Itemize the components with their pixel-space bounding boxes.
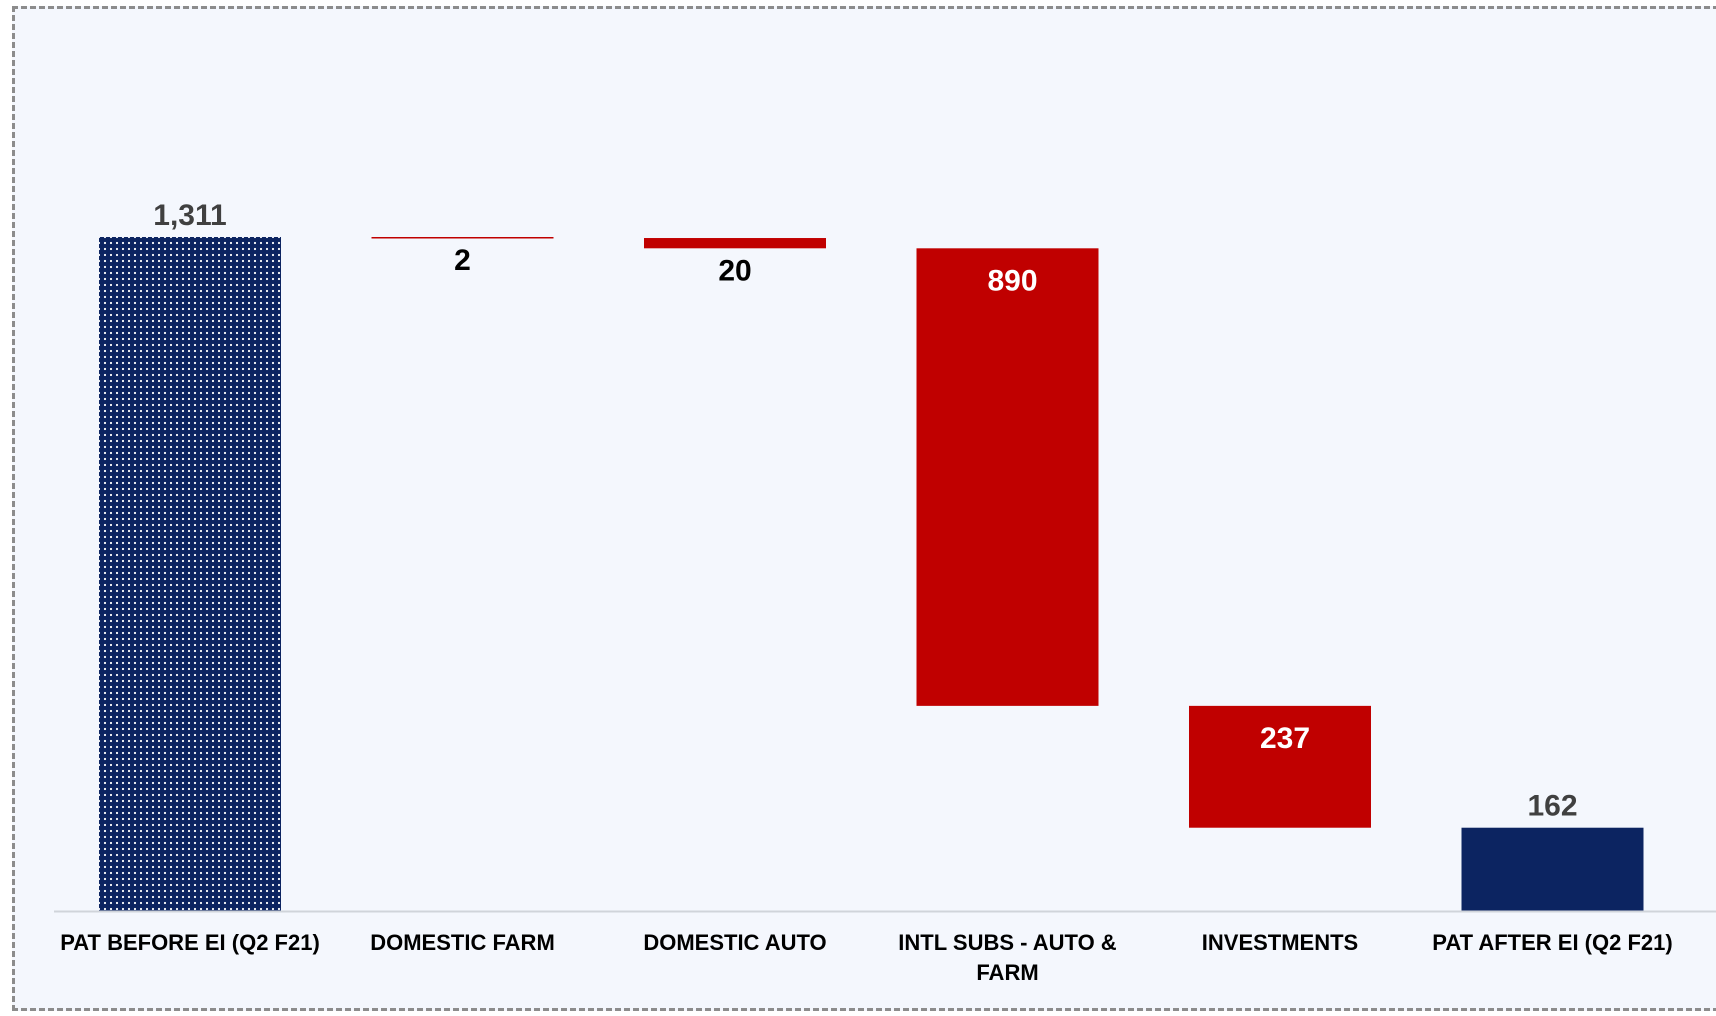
data-label-5: 237 (1260, 722, 1310, 755)
bar-2 (371, 237, 554, 239)
bar-4 (916, 248, 1099, 706)
data-label-1: 1,311 (153, 199, 226, 232)
category-label-2: DOMESTIC FARM (370, 930, 555, 955)
bar-5 (1189, 705, 1371, 828)
data-label-3: 20 (718, 254, 751, 287)
data-label-2: 2 (454, 244, 471, 277)
bar-1 (99, 237, 281, 911)
category-label-5: INVESTMENTS (1202, 930, 1358, 955)
data-label-6: 162 (1527, 790, 1577, 823)
category-label-6: PAT AFTER EI (Q2 F21) (1432, 930, 1672, 955)
labels-group: 1,311 PAT BEFORE EI (Q2 F21) 2 DOMESTIC FAR… (60, 199, 1672, 985)
category-label-4-line-2: FARM (976, 960, 1038, 985)
category-label-3: DOMESTIC AUTO (643, 930, 826, 955)
category-label-4-line-1: INTL SUBS - AUTO & (898, 930, 1116, 955)
category-label-1: PAT BEFORE EI (Q2 F21) (60, 930, 320, 955)
bar-6 (1461, 827, 1644, 911)
bars-group (99, 237, 1644, 911)
data-label-4: 890 (987, 264, 1037, 297)
bar-3 (644, 238, 826, 249)
chart-frame (12, 6, 1716, 1011)
